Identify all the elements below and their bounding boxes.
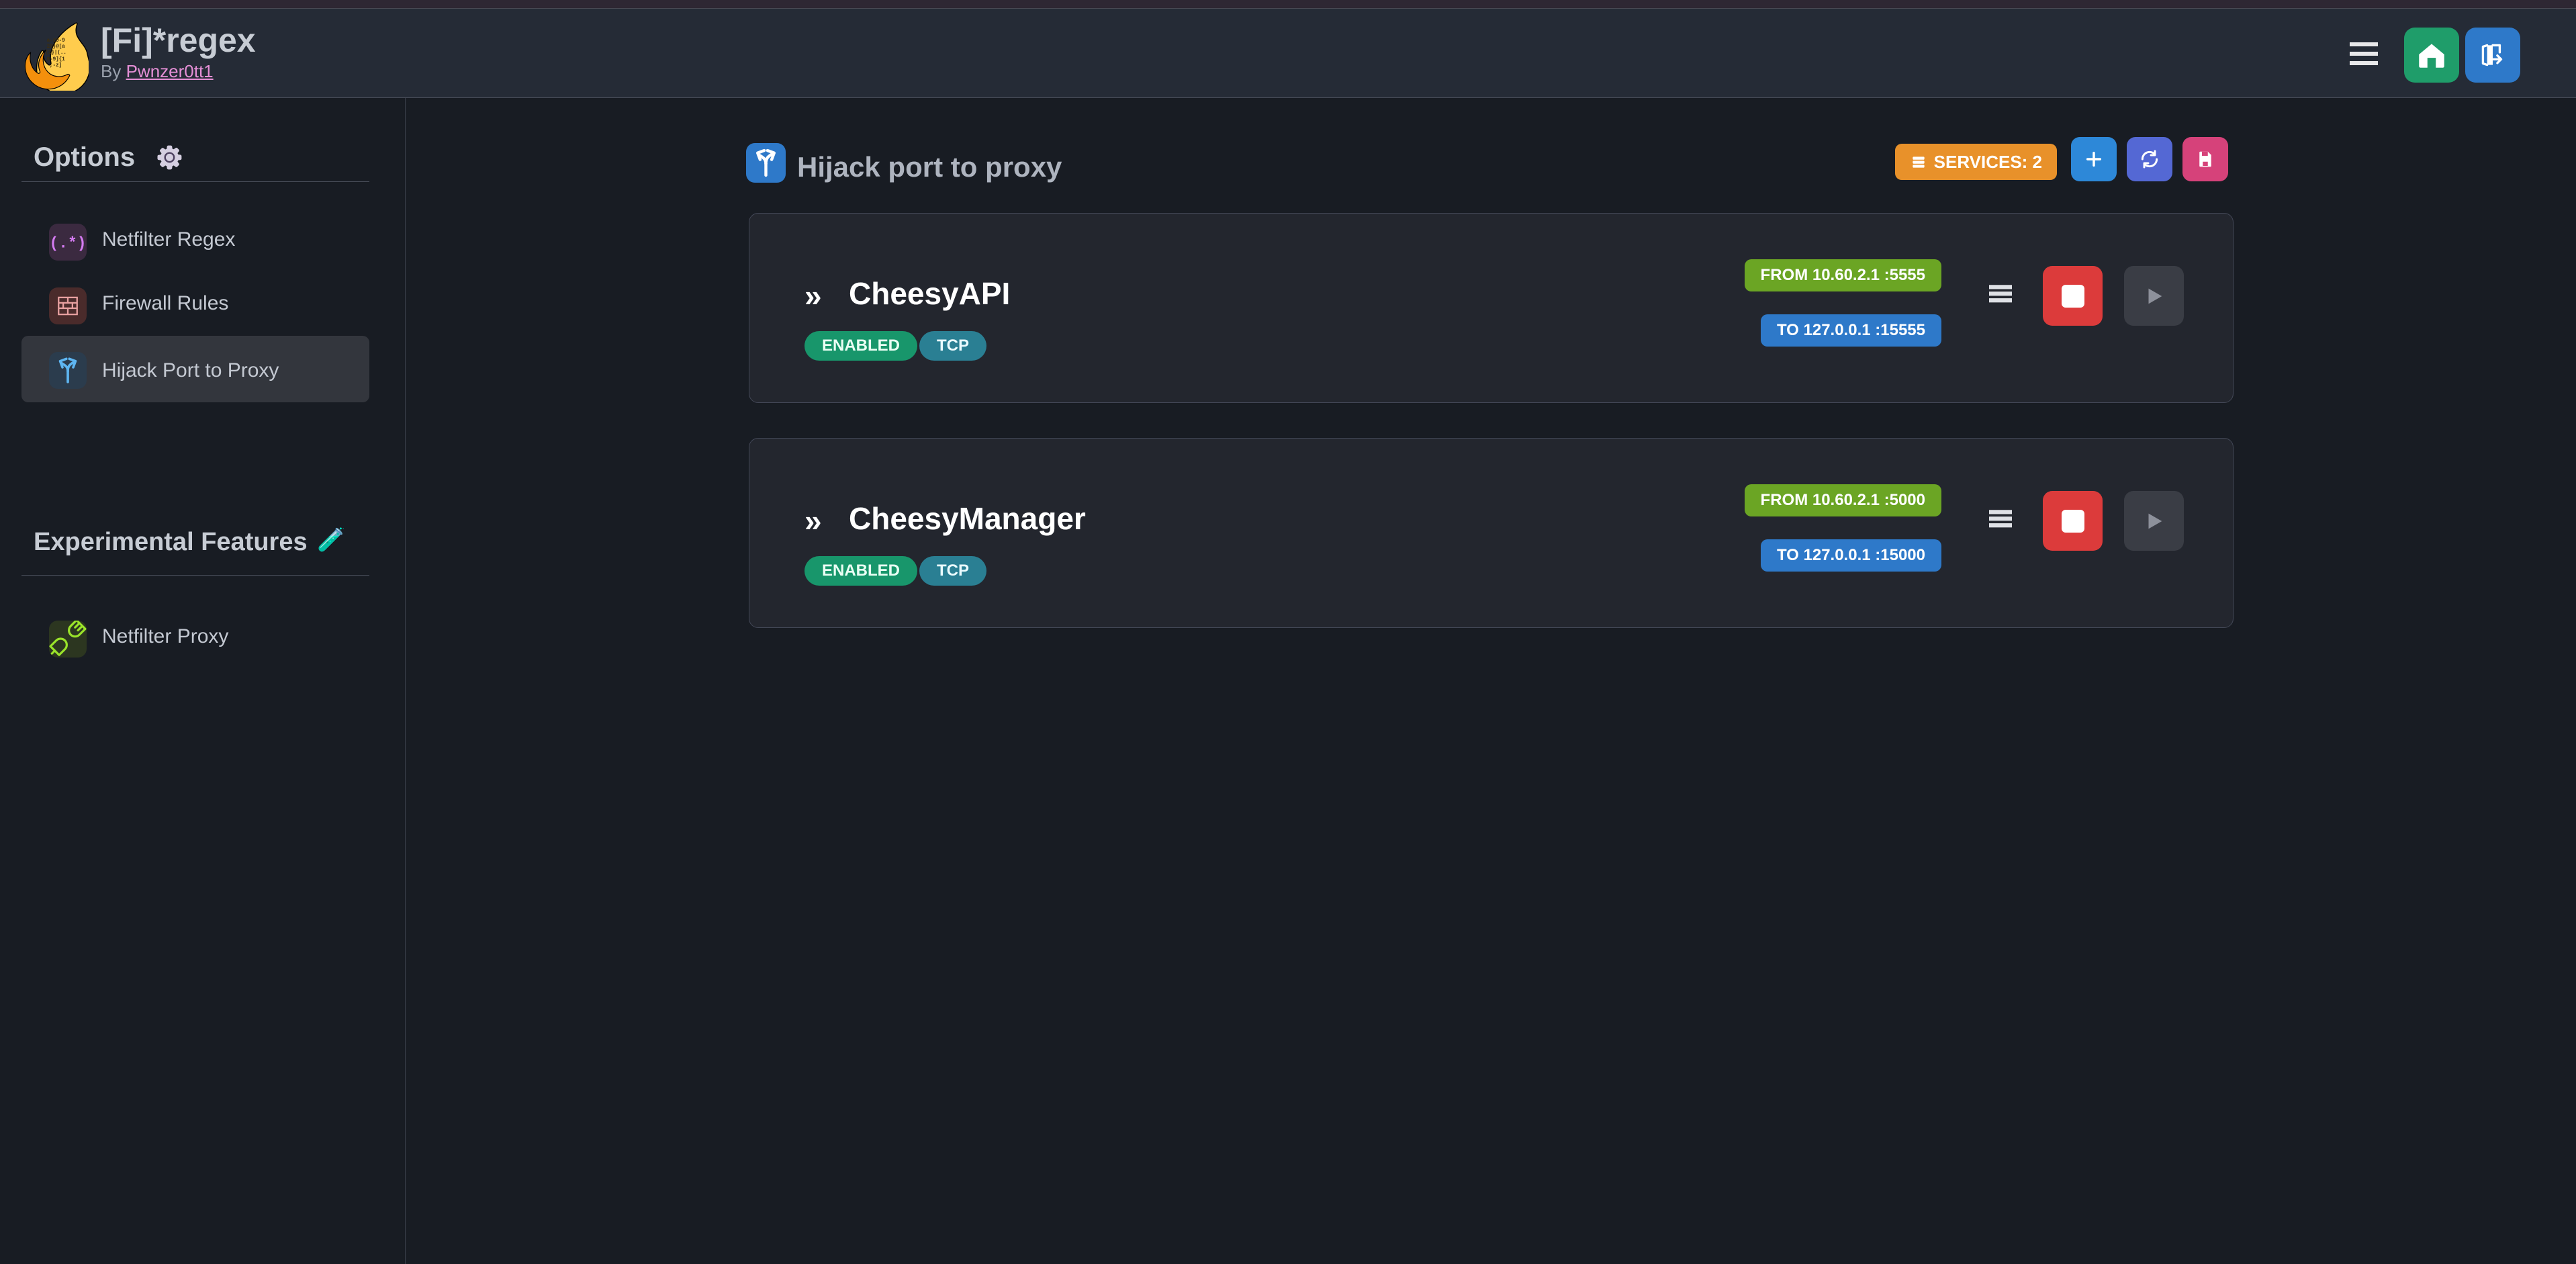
svg-text:(.*): (.*) bbox=[50, 235, 87, 253]
